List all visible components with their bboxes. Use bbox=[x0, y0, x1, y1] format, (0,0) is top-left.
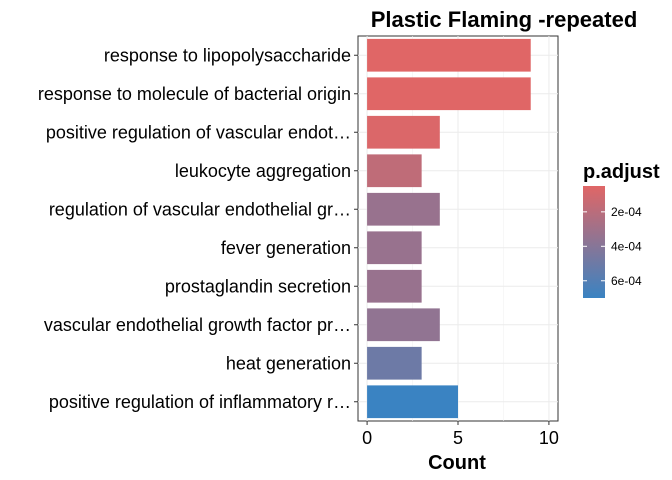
bar bbox=[367, 385, 458, 419]
bar bbox=[367, 346, 422, 380]
y-tick-label: leukocyte aggregation bbox=[175, 161, 351, 181]
x-tick-label: 5 bbox=[453, 428, 463, 448]
legend-colorbar bbox=[583, 186, 605, 298]
x-tick-label: 0 bbox=[362, 428, 372, 448]
legend-title: p.adjust bbox=[583, 161, 660, 183]
bar bbox=[367, 192, 440, 226]
bar bbox=[367, 115, 440, 149]
legend-tick-label: 6e-04 bbox=[611, 274, 642, 288]
bar bbox=[367, 308, 440, 342]
legend-ticks: 2e-04 4e-04 6e-04 bbox=[583, 205, 642, 288]
x-axis-label: Count bbox=[428, 452, 486, 474]
bar bbox=[367, 269, 422, 303]
chart-title: Plastic Flaming -repeated bbox=[371, 7, 638, 32]
y-tick-label: positive regulation of inflammatory r… bbox=[49, 392, 351, 412]
bar bbox=[367, 231, 422, 265]
y-tick-label: response to lipopolysaccharide bbox=[104, 45, 351, 65]
y-tick-label: positive regulation of vascular endot… bbox=[46, 122, 351, 142]
y-axis-labels: response to lipopolysaccharide response t… bbox=[38, 45, 358, 412]
y-tick-label: heat generation bbox=[226, 353, 351, 373]
x-tick-label: 10 bbox=[539, 428, 559, 448]
bar bbox=[367, 77, 531, 111]
y-tick-label: vascular endothelial growth factor pr… bbox=[44, 315, 351, 335]
bars bbox=[367, 38, 531, 419]
y-tick-label: response to molecule of bacterial origin bbox=[38, 84, 351, 104]
legend-tick-label: 4e-04 bbox=[611, 239, 642, 253]
legend-tick-label: 2e-04 bbox=[611, 205, 642, 219]
bar bbox=[367, 38, 531, 72]
y-tick-label: fever generation bbox=[221, 238, 351, 258]
bar bbox=[367, 154, 422, 188]
x-axis-ticks: 0 5 10 bbox=[362, 421, 559, 448]
y-tick-label: prostaglandin secretion bbox=[165, 276, 351, 296]
y-tick-label: regulation of vascular endothelial gr… bbox=[49, 199, 351, 219]
